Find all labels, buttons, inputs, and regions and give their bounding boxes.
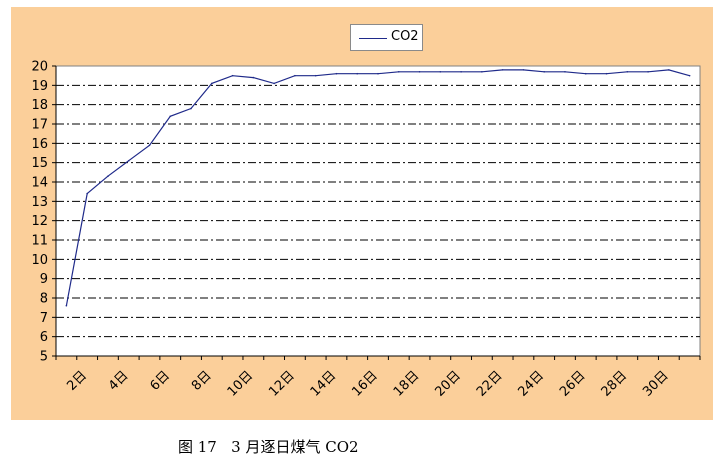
data-point-CO2-31日 [688, 74, 691, 77]
data-point-CO2-28日 [626, 71, 629, 73]
data-point-CO2-24日 [543, 71, 545, 73]
data-point-CO2-22日 [501, 69, 504, 71]
data-point-CO2-1日 [65, 304, 68, 307]
xtick-label-2日: 2日 [64, 368, 90, 394]
xtick-label-24日: 24日 [516, 368, 547, 399]
data-point-CO2-19日 [439, 71, 442, 73]
ytick-label-11: 11 [31, 234, 48, 249]
legend-label-co2: CO2 [391, 29, 419, 44]
ytick-label-13: 13 [31, 195, 48, 210]
xtick-label-6日: 6日 [147, 368, 173, 394]
data-point-CO2-12日 [294, 74, 296, 77]
data-point-CO2-27日 [605, 72, 608, 75]
xtick-label-10日: 10日 [225, 368, 256, 399]
data-point-CO2-8日 [211, 82, 213, 85]
xtick-label-8日: 8日 [189, 368, 215, 394]
data-point-CO2-2日 [86, 192, 88, 195]
data-point-CO2-13日 [314, 74, 317, 77]
ytick-label-14: 14 [31, 176, 48, 191]
data-point-CO2-20日 [460, 71, 462, 73]
xtick-label-30日: 30日 [640, 368, 671, 399]
data-point-CO2-15日 [356, 72, 359, 75]
ytick-label-16: 16 [31, 137, 48, 152]
data-point-CO2-30日 [668, 69, 670, 71]
xtick-label-14日: 14日 [308, 368, 339, 399]
data-point-CO2-29日 [647, 71, 649, 73]
xtick-label-18日: 18日 [391, 368, 422, 399]
xtick-label-4日: 4日 [106, 368, 132, 394]
ytick-label-19: 19 [31, 79, 48, 94]
ytick-label-17: 17 [31, 118, 48, 133]
data-point-CO2-23日 [522, 69, 525, 71]
data-point-CO2-25日 [564, 71, 566, 73]
plot-area [55, 65, 701, 357]
data-point-CO2-11日 [273, 82, 275, 85]
ytick-label-10: 10 [31, 253, 48, 268]
data-point-CO2-26日 [584, 72, 587, 75]
ytick-label-6: 6 [40, 330, 48, 345]
ytick-label-8: 8 [40, 292, 48, 307]
data-point-CO2-5日 [148, 144, 151, 147]
xtick-label-20日: 20日 [432, 368, 463, 399]
xtick-label-28日: 28日 [599, 368, 630, 399]
xtick-label-26日: 26日 [557, 368, 588, 399]
data-point-CO2-17日 [397, 71, 400, 73]
ytick-label-9: 9 [40, 272, 48, 287]
xtick-label-12日: 12日 [266, 368, 297, 399]
ytick-label-18: 18 [31, 98, 48, 113]
ytick-label-7: 7 [40, 311, 48, 326]
ytick-label-5: 5 [40, 350, 48, 365]
data-point-CO2-9日 [231, 74, 234, 77]
ytick-label-20: 20 [31, 60, 48, 75]
data-point-CO2-4日 [127, 159, 130, 162]
xtick-label-16日: 16日 [349, 368, 380, 399]
data-point-CO2-14日 [335, 72, 338, 75]
data-point-CO2-6日 [169, 115, 172, 118]
ytick-label-15: 15 [31, 156, 48, 171]
data-point-CO2-16日 [377, 72, 379, 75]
legend-line-swatch [359, 38, 387, 39]
data-point-CO2-21日 [481, 71, 483, 73]
data-point-CO2-7日 [190, 107, 192, 110]
ytick-label-12: 12 [31, 214, 48, 229]
chart-legend: CO2 [350, 24, 423, 51]
data-point-CO2-3日 [107, 175, 109, 177]
xtick-label-22日: 22日 [474, 368, 505, 399]
data-point-CO2-18日 [418, 71, 421, 73]
figure-caption: 图 17 3 月逐日煤气 CO2 [178, 438, 359, 456]
data-point-CO2-10日 [252, 76, 255, 79]
